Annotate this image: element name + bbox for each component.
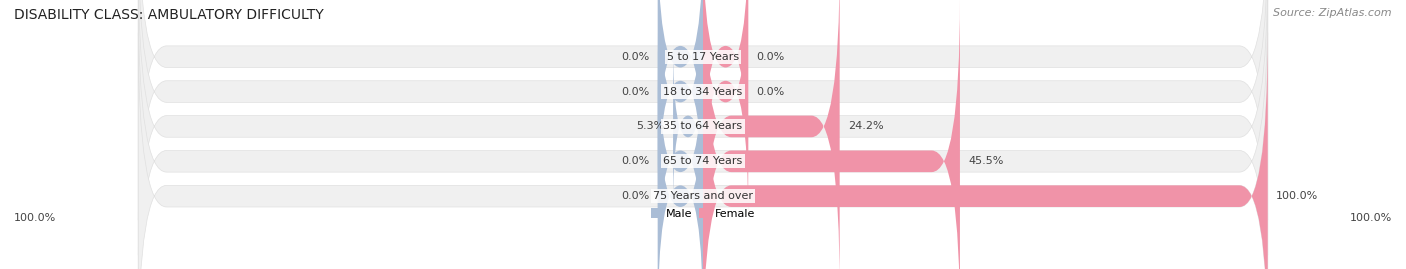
Text: 0.0%: 0.0% [621,52,650,62]
FancyBboxPatch shape [703,0,748,220]
FancyBboxPatch shape [658,0,703,220]
FancyBboxPatch shape [673,45,703,208]
FancyBboxPatch shape [658,0,703,185]
Text: 5.3%: 5.3% [637,121,665,132]
Legend: Male, Female: Male, Female [651,208,755,219]
FancyBboxPatch shape [703,33,1268,269]
Text: 75 Years and over: 75 Years and over [652,191,754,201]
Text: 100.0%: 100.0% [14,213,56,223]
FancyBboxPatch shape [703,0,960,269]
Text: 5 to 17 Years: 5 to 17 Years [666,52,740,62]
Text: 0.0%: 0.0% [756,52,785,62]
Text: 0.0%: 0.0% [621,87,650,97]
FancyBboxPatch shape [138,0,1268,269]
FancyBboxPatch shape [138,0,1268,269]
Text: 35 to 64 Years: 35 to 64 Years [664,121,742,132]
Text: 100.0%: 100.0% [1350,213,1392,223]
Text: 0.0%: 0.0% [621,156,650,166]
Text: 45.5%: 45.5% [969,156,1004,166]
FancyBboxPatch shape [138,0,1268,255]
FancyBboxPatch shape [658,33,703,269]
Text: 100.0%: 100.0% [1277,191,1319,201]
FancyBboxPatch shape [138,0,1268,220]
Text: DISABILITY CLASS: AMBULATORY DIFFICULTY: DISABILITY CLASS: AMBULATORY DIFFICULTY [14,8,323,22]
Text: Source: ZipAtlas.com: Source: ZipAtlas.com [1274,8,1392,18]
FancyBboxPatch shape [703,0,748,185]
Text: 18 to 34 Years: 18 to 34 Years [664,87,742,97]
Text: 24.2%: 24.2% [848,121,884,132]
Text: 0.0%: 0.0% [621,191,650,201]
FancyBboxPatch shape [703,0,839,269]
Text: 0.0%: 0.0% [756,87,785,97]
Text: 65 to 74 Years: 65 to 74 Years [664,156,742,166]
FancyBboxPatch shape [658,68,703,269]
FancyBboxPatch shape [138,33,1268,269]
